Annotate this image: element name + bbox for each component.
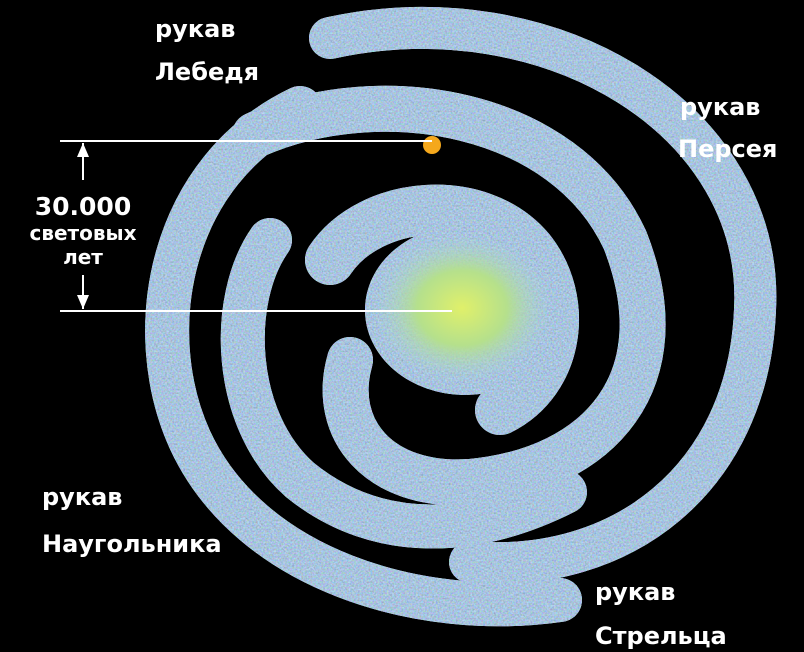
scale-value: 30.000: [35, 192, 131, 221]
arm-label: рукав: [155, 15, 236, 43]
arm-label: Наугольника: [42, 530, 222, 558]
arm-label: Стрельца: [595, 622, 727, 650]
arm-label: Персея: [678, 135, 777, 163]
arm-label: рукав: [42, 483, 123, 511]
sun: [423, 136, 441, 154]
bulge: [372, 233, 552, 383]
arm-label: рукав: [595, 578, 676, 606]
scale-unit: лет: [63, 245, 103, 269]
scale-unit: световых: [29, 221, 136, 245]
arm-label: рукав: [680, 93, 761, 121]
galaxy-diagram: 30.000 световых лет рукав Лебедя рукав П…: [0, 0, 804, 652]
arm-label: Лебедя: [155, 58, 259, 86]
